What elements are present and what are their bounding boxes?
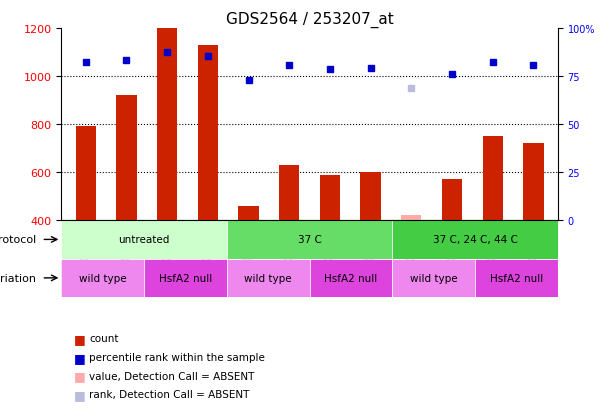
Text: percentile rank within the sample: percentile rank within the sample [89, 352, 265, 362]
FancyBboxPatch shape [144, 259, 227, 297]
FancyBboxPatch shape [61, 221, 227, 259]
Title: GDS2564 / 253207_at: GDS2564 / 253207_at [226, 12, 394, 28]
Bar [197, 46, 218, 221]
FancyBboxPatch shape [475, 259, 558, 297]
Text: 37 C: 37 C [298, 235, 321, 245]
Text: count: count [89, 334, 118, 344]
Text: wild type: wild type [410, 273, 457, 283]
Bar [157, 29, 177, 221]
FancyBboxPatch shape [310, 259, 392, 297]
Text: value, Detection Call = ABSENT: value, Detection Call = ABSENT [89, 371, 254, 381]
FancyBboxPatch shape [61, 259, 144, 297]
Bar [442, 180, 462, 221]
Text: genotype/variation: genotype/variation [0, 273, 37, 283]
Bar [360, 173, 381, 221]
Text: ■: ■ [74, 369, 85, 382]
Text: wild type: wild type [245, 273, 292, 283]
Text: HsfA2 null: HsfA2 null [159, 273, 212, 283]
Text: ■: ■ [74, 351, 85, 364]
Text: 37 C, 24 C, 44 C: 37 C, 24 C, 44 C [433, 235, 517, 245]
FancyBboxPatch shape [227, 259, 310, 297]
Text: wild type: wild type [79, 273, 126, 283]
Text: ■: ■ [74, 332, 85, 345]
Bar [524, 144, 544, 221]
Text: HsfA2 null: HsfA2 null [490, 273, 543, 283]
FancyBboxPatch shape [227, 221, 392, 259]
FancyBboxPatch shape [392, 221, 558, 259]
Text: rank, Detection Call = ABSENT: rank, Detection Call = ABSENT [89, 389, 249, 399]
Text: HsfA2 null: HsfA2 null [324, 273, 378, 283]
Bar [482, 137, 503, 221]
Bar [238, 206, 259, 221]
Bar [279, 166, 299, 221]
Text: untreated: untreated [118, 235, 170, 245]
Bar [320, 175, 340, 221]
Bar [116, 96, 137, 221]
Bar [401, 216, 422, 221]
Text: protocol: protocol [0, 235, 37, 245]
Bar [75, 127, 96, 221]
FancyBboxPatch shape [392, 259, 475, 297]
Text: ■: ■ [74, 388, 85, 401]
